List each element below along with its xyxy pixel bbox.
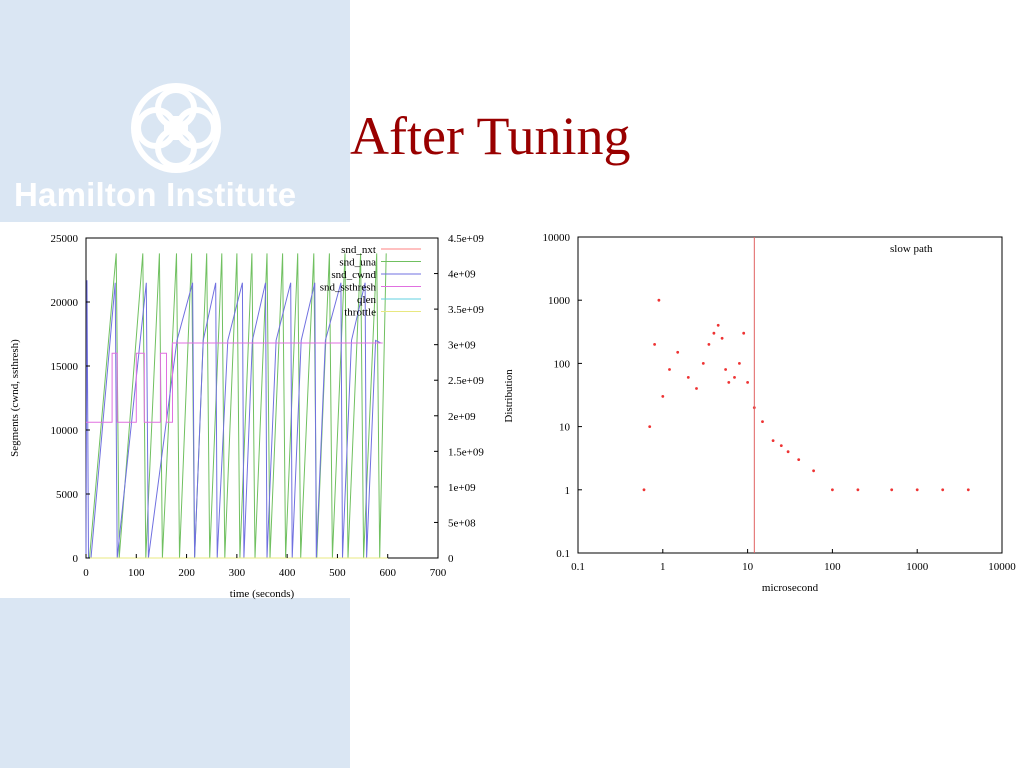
x-tick-label: 300 <box>229 567 246 579</box>
x-tick-label: 0 <box>83 567 89 579</box>
scatter-point <box>668 368 671 371</box>
scatter-point <box>856 488 860 492</box>
y2-tick-label: 4e+09 <box>448 269 476 281</box>
x-tick-group: 0.1 1 10 100 1000 10000 <box>571 549 1016 573</box>
y-tick-label: 10000 <box>51 425 79 437</box>
x-tick-label: 1 <box>660 561 666 573</box>
scatter-point <box>716 323 720 327</box>
x-tick-group: 0 100 200 300 400 500 600 700 <box>83 554 447 579</box>
y-tick-label: 0 <box>73 553 79 565</box>
y2-tick-label: 1e+09 <box>448 482 476 494</box>
scatter-point <box>676 350 680 354</box>
y-tick-label: 1 <box>565 485 571 497</box>
legend-label: throttle <box>344 307 376 319</box>
scatter-point <box>771 439 775 442</box>
x-tick-label: 10000 <box>988 561 1016 573</box>
scatter-point <box>642 488 646 492</box>
scatter-point <box>724 368 727 371</box>
scatter-point <box>648 425 652 428</box>
scatter-point <box>733 376 736 379</box>
x-tick-label: 0.1 <box>571 561 585 573</box>
logo-text: Hamilton Institute <box>14 176 297 213</box>
x-tick-label: 500 <box>329 567 346 579</box>
x-axis-label: microsecond <box>762 582 819 594</box>
legend-label: snd_una <box>339 257 376 269</box>
y-axis-label: Segments (cwnd, ssthresh) <box>9 339 21 457</box>
y2-tick-label: 4.5e+09 <box>448 233 484 245</box>
scatter-point <box>746 381 749 384</box>
legend: snd_nxtsnd_unasnd_cwndsnd_ssthreshqlenth… <box>320 244 421 319</box>
x-tick-label: 10 <box>742 561 754 573</box>
scatter-point <box>831 488 834 492</box>
sidebar-bottom-panel <box>0 598 350 768</box>
y2-tick-label: 5e+08 <box>448 517 476 529</box>
y-tick-label: 10 <box>559 422 571 434</box>
scatter-point <box>890 488 894 492</box>
x-tick-label: 200 <box>178 567 195 579</box>
legend-label: snd_cwnd <box>331 269 376 281</box>
x-axis-label: time (seconds) <box>230 588 295 600</box>
y2-tick-group: 0 5e+08 1e+09 1.5e+09 2e+09 2.5e+09 3e+09 3.5e+… <box>434 233 484 565</box>
y-tick-label: 15000 <box>51 361 79 373</box>
y-tick-label: 20000 <box>51 297 79 309</box>
legend-label: snd_ssthresh <box>320 282 377 294</box>
y2-tick-label: 2.5e+09 <box>448 375 484 387</box>
scatter-point <box>786 450 790 454</box>
scatter-points <box>642 298 970 492</box>
y-tick-label: 100 <box>554 358 571 370</box>
y2-tick-label: 1.5e+09 <box>448 446 484 458</box>
y-tick-group: 0.1 1 10 100 1000 10000 <box>543 232 582 560</box>
scatter-point <box>966 488 970 492</box>
series-line-snd-ssthresh <box>86 342 383 423</box>
scatter-point <box>915 488 919 492</box>
x-tick-label: 700 <box>430 567 447 579</box>
y-tick-label: 25000 <box>51 233 79 245</box>
scatter-point <box>761 420 764 423</box>
x-tick-label: 100 <box>128 567 145 579</box>
scatter-point <box>661 395 665 398</box>
scatter-point <box>712 331 716 335</box>
series-line-snd-una <box>86 253 387 559</box>
hamilton-logo-icon <box>131 83 221 173</box>
plot-frame <box>577 236 1003 554</box>
y-tick-group: 0 5000 10000 15000 20000 25000 <box>51 233 90 565</box>
x-tick-label: 1000 <box>906 561 929 573</box>
slide-title: After Tuning <box>350 106 631 166</box>
legend-label: slow path <box>890 243 933 255</box>
scatter-point <box>707 343 711 346</box>
y-tick-label: 5000 <box>56 489 79 501</box>
scatter-point <box>812 469 815 473</box>
scatter-point <box>738 362 741 365</box>
scatter-point <box>941 488 945 492</box>
scatter-point <box>653 343 656 346</box>
sidebar-top-panel <box>0 0 350 222</box>
scatter-point <box>720 336 724 340</box>
y-tick-label: 10000 <box>543 232 571 244</box>
scatter-point <box>686 376 690 379</box>
x-tick-label: 400 <box>279 567 296 579</box>
scatter-point <box>657 298 661 302</box>
y2-axis-label: Distribution <box>503 369 515 423</box>
scatter-point <box>695 387 698 390</box>
scatter-point <box>797 458 801 461</box>
y2-tick-label: 3e+09 <box>448 340 476 352</box>
scatter-point <box>779 444 783 447</box>
scatter-point <box>727 381 731 384</box>
y2-tick-label: 2e+09 <box>448 411 476 423</box>
y2-tick-label: 0 <box>448 553 454 565</box>
legend-label: snd_nxt <box>341 244 376 256</box>
legend-label: qlen <box>357 294 376 306</box>
x-tick-label: 100 <box>824 561 841 573</box>
y2-tick-label: 3.5e+09 <box>448 304 484 316</box>
scatter-point <box>701 362 705 365</box>
y-tick-label: 1000 <box>548 295 571 307</box>
x-tick-label: 600 <box>379 567 396 579</box>
y-tick-label: 0.1 <box>556 548 570 560</box>
series-line-snd-cwnd <box>85 280 381 559</box>
scatter-point <box>742 331 746 335</box>
